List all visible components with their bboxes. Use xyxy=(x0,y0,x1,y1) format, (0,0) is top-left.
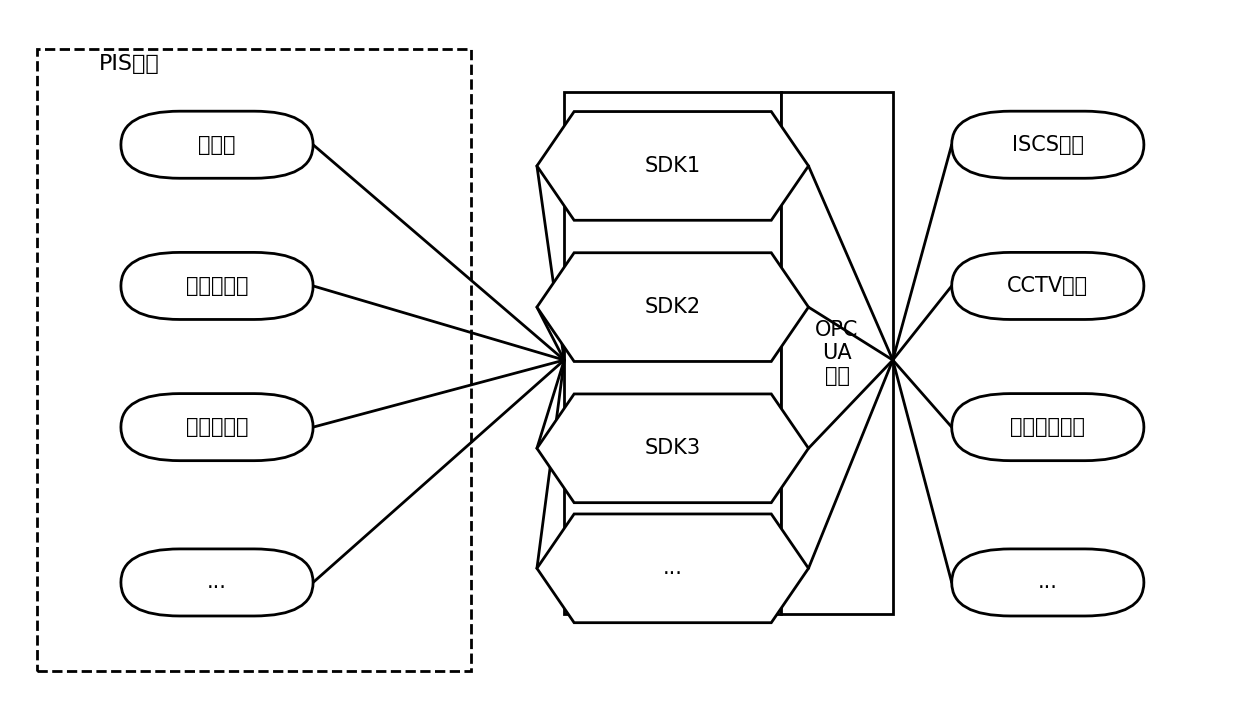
FancyBboxPatch shape xyxy=(120,111,312,178)
FancyBboxPatch shape xyxy=(120,393,312,460)
Text: SDK2: SDK2 xyxy=(645,297,701,317)
Text: 视频服务器: 视频服务器 xyxy=(186,276,248,296)
Text: SDK1: SDK1 xyxy=(645,156,701,176)
FancyBboxPatch shape xyxy=(120,253,312,319)
FancyBboxPatch shape xyxy=(564,92,781,614)
Text: ...: ... xyxy=(662,558,683,578)
FancyBboxPatch shape xyxy=(120,549,312,616)
Text: 播控器: 播控器 xyxy=(198,135,236,155)
FancyBboxPatch shape xyxy=(952,549,1145,616)
FancyBboxPatch shape xyxy=(952,111,1145,178)
Text: ...: ... xyxy=(1038,573,1058,592)
Polygon shape xyxy=(537,394,808,503)
Text: ISCS系统: ISCS系统 xyxy=(1012,135,1084,155)
Text: ...: ... xyxy=(207,573,227,592)
Polygon shape xyxy=(537,514,808,623)
Polygon shape xyxy=(537,253,808,361)
FancyBboxPatch shape xyxy=(952,393,1145,460)
Text: 乘客报警器: 乘客报警器 xyxy=(186,417,248,437)
Text: SDK3: SDK3 xyxy=(645,438,701,458)
FancyBboxPatch shape xyxy=(952,253,1145,319)
Polygon shape xyxy=(537,112,808,220)
Text: CCTV系统: CCTV系统 xyxy=(1007,276,1089,296)
Text: 运营管理系统: 运营管理系统 xyxy=(1011,417,1085,437)
FancyBboxPatch shape xyxy=(781,92,893,614)
Text: PIS系统: PIS系统 xyxy=(99,54,160,74)
Text: OPC
UA
模块: OPC UA 模块 xyxy=(816,320,858,386)
